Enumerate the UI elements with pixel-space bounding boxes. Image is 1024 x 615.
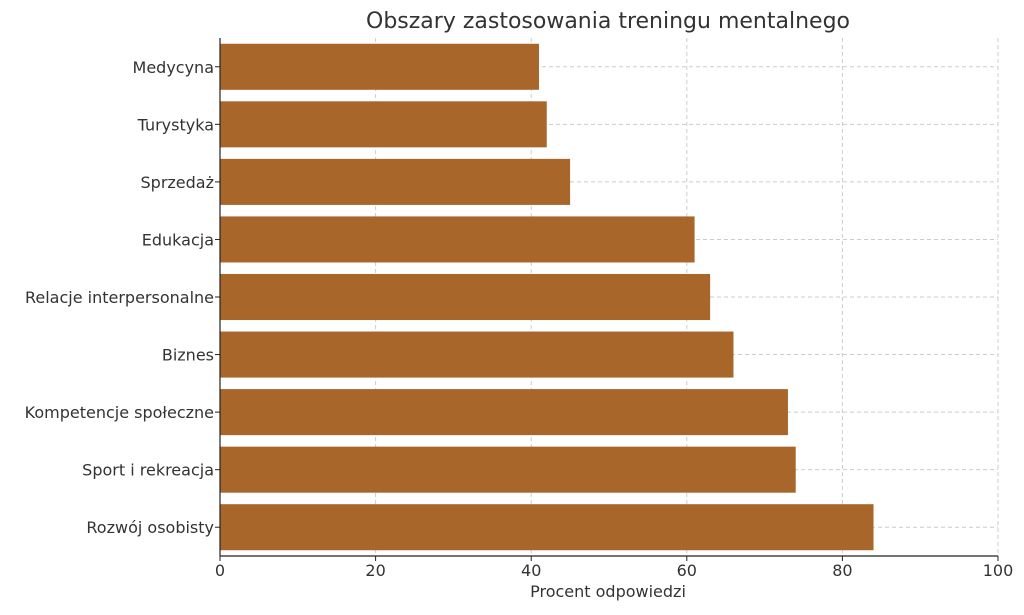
bar <box>220 101 547 148</box>
x-tick-label: 80 <box>832 561 852 580</box>
y-tick-label: Sprzedaż <box>141 173 215 192</box>
y-tick-label: Sport i rekreacja <box>82 461 214 480</box>
x-tick-label: 20 <box>365 561 385 580</box>
x-tick-label: 40 <box>521 561 541 580</box>
x-axis-label: Procent odpowiedzi <box>530 582 686 601</box>
y-tick-label: Turystyka <box>137 115 214 134</box>
y-tick-label: Rozwój osobisty <box>86 518 214 537</box>
y-tick-label: Kompetencje społeczne <box>25 403 214 422</box>
bar <box>220 273 711 321</box>
y-tick-labels: Medycyna Turystyka Sprzedaż Edukacja Relacje… <box>25 58 214 537</box>
bar <box>220 446 796 493</box>
bar <box>220 43 539 90</box>
y-tick-label: Relacje interpersonalne <box>25 288 214 307</box>
bar <box>220 216 695 263</box>
y-tick-label: Edukacja <box>142 230 214 249</box>
y-tick-label: Medycyna <box>133 58 214 77</box>
bar <box>220 504 874 551</box>
bar <box>220 331 734 378</box>
x-tick-label: 60 <box>677 561 697 580</box>
x-tick-label: 100 <box>983 561 1014 580</box>
bar <box>220 389 788 436</box>
y-tick-label: Biznes <box>162 346 214 365</box>
bar <box>220 158 571 205</box>
axes <box>215 38 999 561</box>
x-tick-labels: 0 20 40 60 80 100 <box>215 561 1013 580</box>
bars <box>220 43 874 551</box>
chart-title: Obszary zastosowania treningu mentalnego <box>366 9 850 34</box>
x-tick-label: 0 <box>215 561 225 580</box>
